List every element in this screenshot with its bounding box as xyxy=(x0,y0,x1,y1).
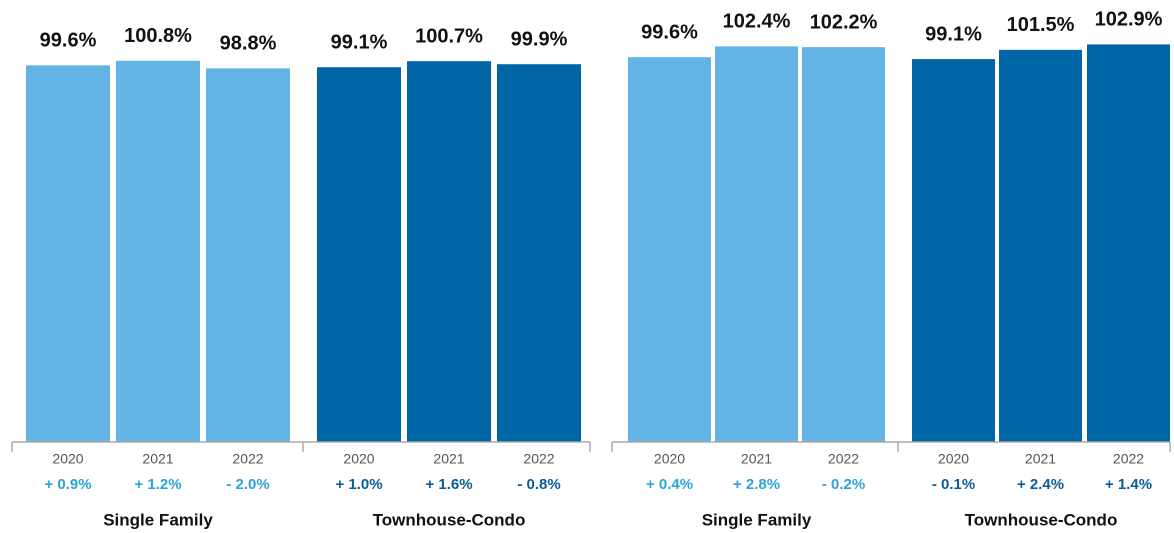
bar xyxy=(497,64,581,443)
change-label: + 0.9% xyxy=(44,476,91,493)
legend-label: Townhouse-Condo xyxy=(373,510,526,529)
bar xyxy=(407,61,491,443)
bar xyxy=(802,47,885,443)
bar xyxy=(206,68,290,443)
x-tick-label: 2020 xyxy=(938,451,969,467)
bar xyxy=(116,60,200,443)
bar xyxy=(715,46,798,442)
x-tick-label: 2020 xyxy=(654,451,685,467)
bar xyxy=(999,49,1082,442)
x-tick-label: 2020 xyxy=(52,451,83,467)
change-label: + 1.4% xyxy=(1105,476,1152,493)
x-tick-label: 2021 xyxy=(741,451,772,467)
value-label: 99.9% xyxy=(511,28,568,50)
x-tick-label: 2021 xyxy=(142,451,173,467)
value-label: 102.4% xyxy=(723,11,791,33)
value-label: 99.6% xyxy=(40,30,97,52)
value-label: 102.9% xyxy=(1095,9,1163,31)
value-label: 102.2% xyxy=(810,11,878,33)
value-label: 101.5% xyxy=(1007,14,1075,36)
x-tick-label: 2021 xyxy=(433,451,464,467)
value-label: 98.8% xyxy=(220,33,277,55)
bar xyxy=(628,57,711,442)
change-label: + 0.4% xyxy=(646,476,693,493)
change-label: - 2.0% xyxy=(226,476,269,493)
change-label: - 0.8% xyxy=(517,476,560,493)
value-label: 100.7% xyxy=(415,25,483,47)
change-label: + 1.6% xyxy=(425,476,472,493)
change-label: - 0.1% xyxy=(932,476,975,493)
legend-label: Single Family xyxy=(702,510,812,529)
change-label: - 0.2% xyxy=(822,476,865,493)
value-label: 99.1% xyxy=(331,32,388,54)
bar xyxy=(912,59,995,442)
change-label: + 1.2% xyxy=(134,476,181,493)
change-label: + 2.8% xyxy=(733,476,780,493)
x-tick-label: 2022 xyxy=(232,451,263,467)
value-label: 99.1% xyxy=(925,23,982,45)
change-label: + 1.0% xyxy=(335,476,382,493)
legend-label: Townhouse-Condo xyxy=(965,510,1118,529)
bar xyxy=(317,67,401,443)
x-tick-label: 2022 xyxy=(828,451,859,467)
value-label: 100.8% xyxy=(124,25,192,47)
x-tick-label: 2022 xyxy=(1113,451,1144,467)
x-tick-label: 2020 xyxy=(343,451,374,467)
legend-label: Single Family xyxy=(103,510,213,529)
x-tick-label: 2021 xyxy=(1025,451,1056,467)
bar xyxy=(26,65,110,443)
x-tick-label: 2022 xyxy=(523,451,554,467)
value-label: 99.6% xyxy=(641,21,698,43)
change-label: + 2.4% xyxy=(1017,476,1064,493)
bar xyxy=(1087,44,1170,442)
